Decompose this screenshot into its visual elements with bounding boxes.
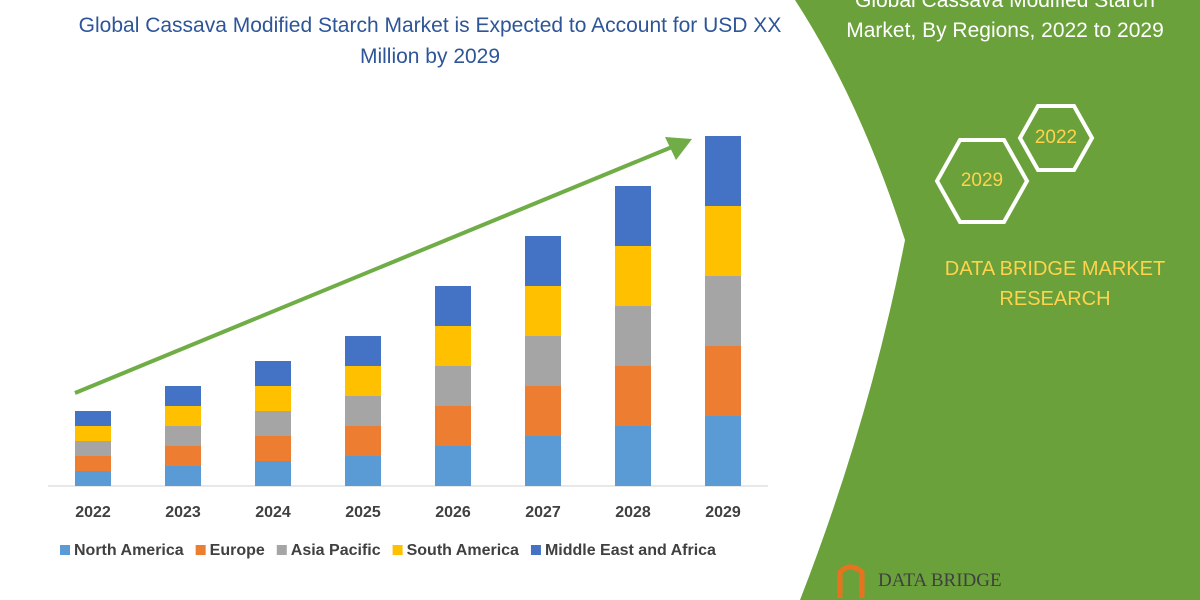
bar-segment [255, 361, 291, 386]
bar-segment [165, 386, 201, 406]
bar-segment [615, 366, 651, 426]
bar-segment [615, 186, 651, 246]
bar-segment [75, 456, 111, 471]
x-tick-label: 2028 [615, 504, 651, 521]
bar-segment [525, 286, 561, 336]
bar-segment [345, 366, 381, 396]
bar-segment [255, 411, 291, 436]
logo-text: DATA BRIDGE [878, 570, 1002, 591]
bar-segment [165, 406, 201, 426]
trend-arrow [74, 145, 673, 395]
x-tick-label: 2026 [435, 504, 471, 521]
legend-label: Asia Pacific [291, 542, 381, 559]
hexagon [934, 138, 1030, 224]
hexagon [1017, 104, 1095, 172]
bar-segment [435, 406, 471, 446]
bar-segment [165, 446, 201, 466]
bar-segment [435, 326, 471, 366]
legend-label: North America [74, 542, 184, 559]
legend-label: Europe [210, 542, 265, 559]
bar-segment [435, 366, 471, 406]
chart-title: Global Cassava Modified Starch Market is… [78, 14, 782, 68]
bar-segment [525, 236, 561, 286]
bar-segment [705, 136, 741, 206]
bar-segment [705, 276, 741, 346]
x-tick-label: 2023 [165, 504, 201, 521]
bar-segment [615, 246, 651, 306]
x-tick-label: 2029 [705, 504, 741, 521]
bar-segment [615, 426, 651, 486]
bar-segment [345, 396, 381, 426]
arrow-head [665, 137, 692, 160]
bar-segment [255, 461, 291, 486]
bar-segment [705, 346, 741, 416]
bar-segment [165, 426, 201, 446]
bar-segment [435, 286, 471, 326]
logo-icon [837, 564, 865, 598]
bar-segment [525, 386, 561, 436]
bar-segment [345, 426, 381, 456]
x-tick-label: 2022 [75, 504, 111, 521]
bar-segment [255, 436, 291, 461]
bar-segment [345, 456, 381, 486]
hex-label: 2029 [961, 170, 1003, 191]
bar-segment [165, 466, 201, 486]
bar-segment [75, 471, 111, 486]
bar-segment [345, 336, 381, 366]
bar-segment [435, 446, 471, 486]
legend-swatch [530, 545, 541, 555]
bar-segment [75, 411, 111, 426]
x-tick-label: 2025 [345, 504, 381, 521]
bar-segment [705, 416, 741, 486]
legend-swatch [392, 545, 403, 555]
bar-segment [525, 436, 561, 486]
legend-swatch [60, 545, 70, 555]
legend-swatch [195, 545, 206, 555]
bar-segment [705, 206, 741, 276]
x-tick-label: 2027 [525, 504, 561, 521]
legend-swatch [276, 545, 287, 555]
bar-segment [255, 386, 291, 411]
bar-segment [525, 336, 561, 386]
legend-label: South America [407, 542, 519, 559]
bar-segment [75, 426, 111, 441]
bar-segment [615, 306, 651, 366]
brand-text: DATA BRIDGE MARKET RESEARCH [944, 258, 1166, 310]
green-panel [795, 0, 1200, 600]
x-tick-label: 2024 [255, 504, 291, 521]
bar-segment [75, 441, 111, 456]
legend-label: Middle East and Africa [545, 542, 716, 559]
hex-label: 2022 [1035, 127, 1077, 148]
panel-title: Global Cassava Modified Starch Market, B… [846, 0, 1164, 42]
